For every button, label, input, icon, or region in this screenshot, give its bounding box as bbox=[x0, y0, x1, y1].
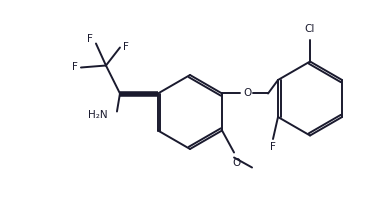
Text: F: F bbox=[123, 42, 129, 53]
Text: F: F bbox=[87, 35, 93, 44]
Text: O: O bbox=[243, 88, 251, 99]
Text: F: F bbox=[270, 142, 276, 152]
Text: Cl: Cl bbox=[305, 25, 315, 35]
Text: H₂N: H₂N bbox=[88, 111, 108, 120]
Text: F: F bbox=[72, 62, 78, 72]
Text: O: O bbox=[232, 157, 240, 168]
